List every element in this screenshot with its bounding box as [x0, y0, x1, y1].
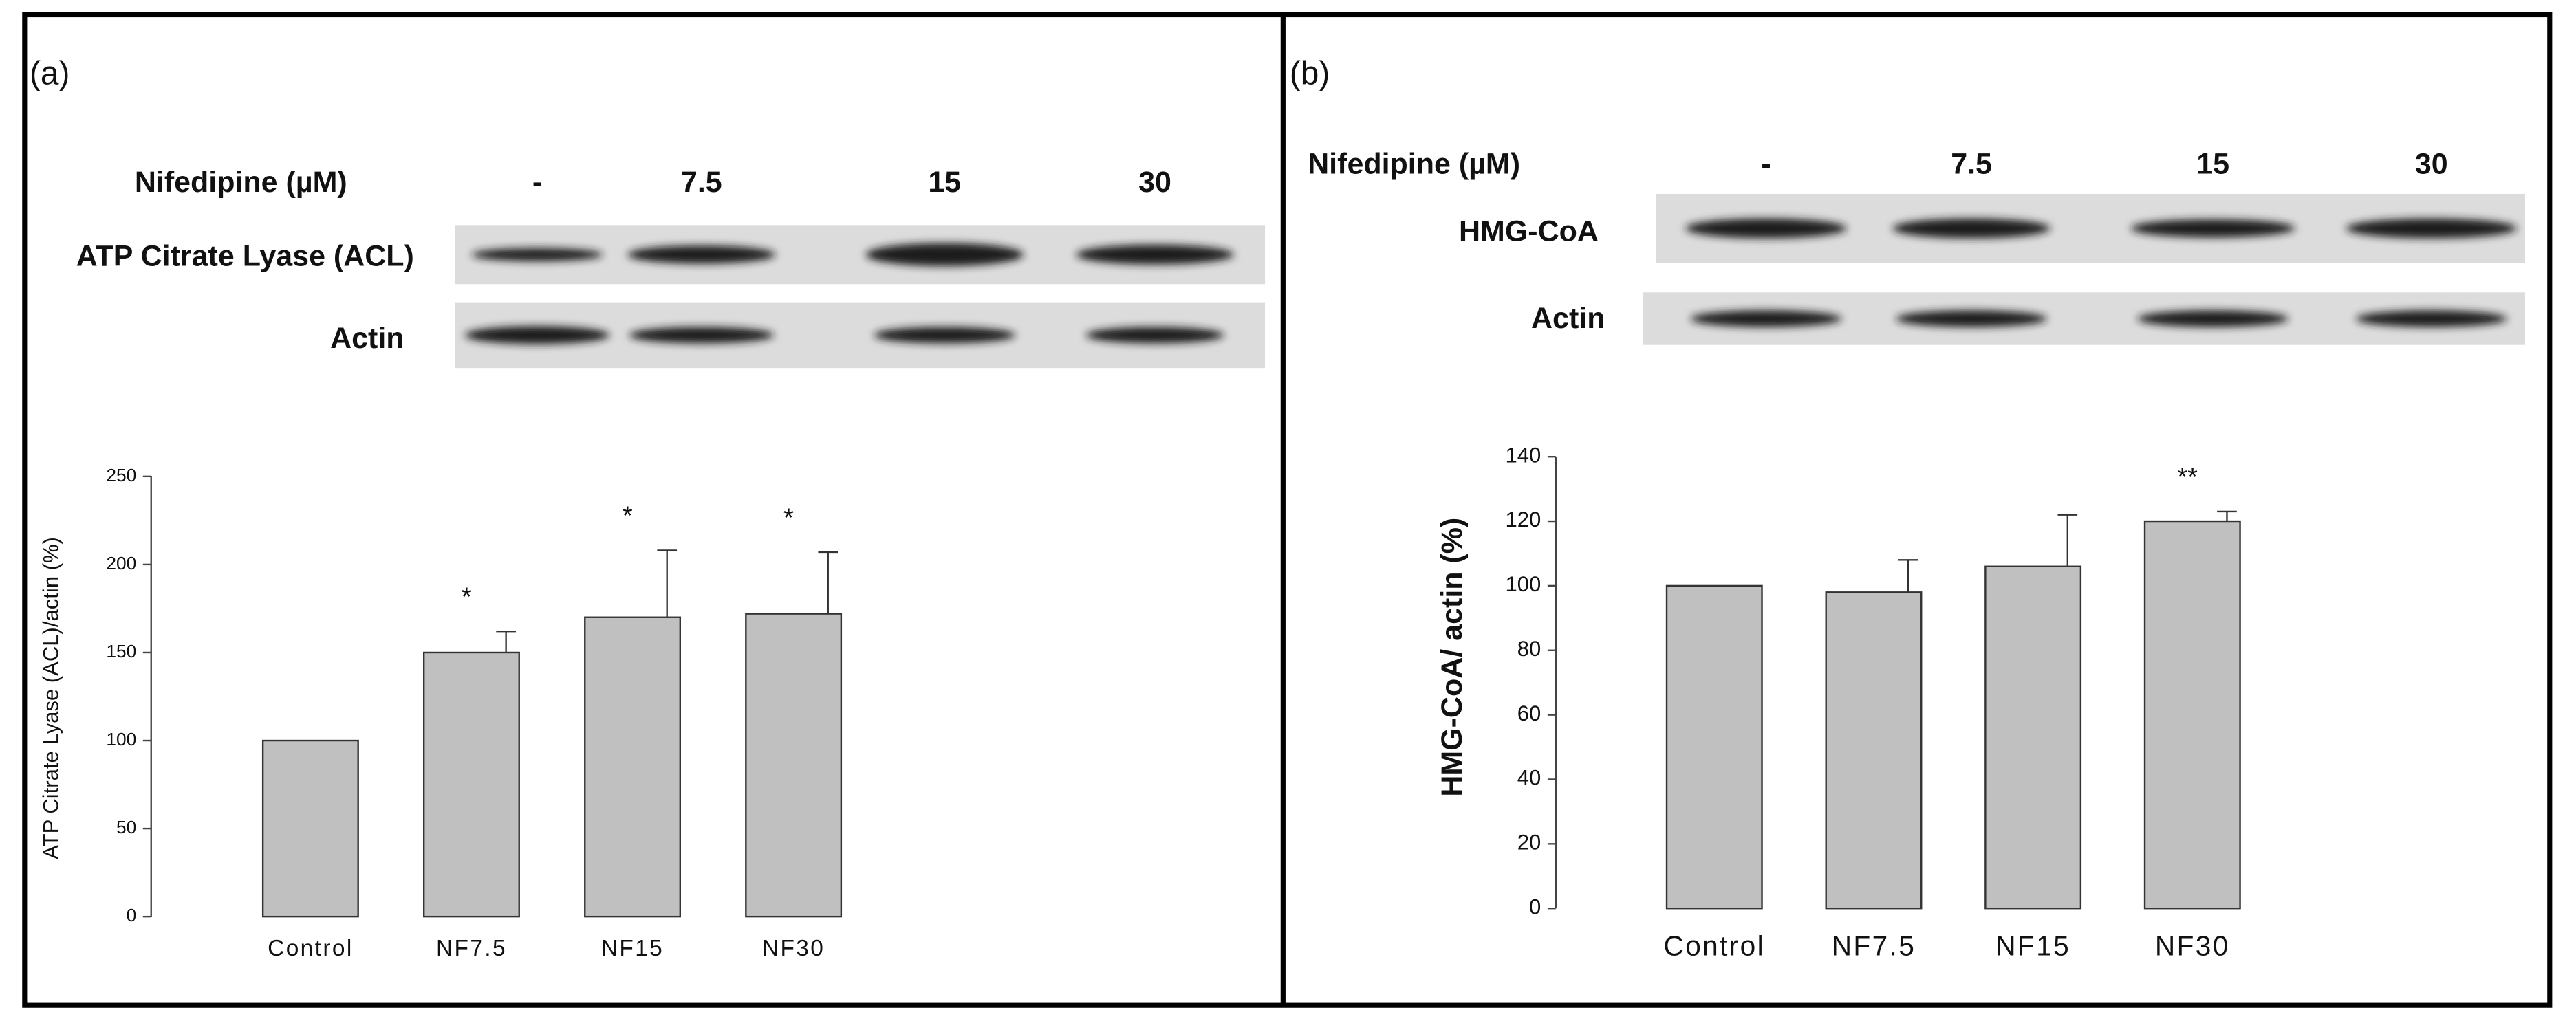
- y-tick-label: 100: [1506, 572, 1541, 596]
- y-tick-label: 0: [127, 905, 137, 925]
- x-tick-label: NF7.5: [1832, 930, 1916, 961]
- blot-band: [1896, 310, 2047, 327]
- blot-band: [2137, 310, 2289, 327]
- y-tick-label: 60: [1517, 701, 1541, 725]
- y-tick-label: 40: [1517, 766, 1541, 790]
- x-tick-label: NF30: [2155, 930, 2230, 961]
- bar: [584, 616, 681, 918]
- significance: **: [2177, 462, 2198, 492]
- x-tick-label: Control: [268, 936, 353, 961]
- blot-band: [1685, 218, 1847, 239]
- panel-label: (a): [30, 56, 69, 92]
- y-tick-label: 50: [116, 817, 136, 837]
- dose-label: 7.5: [1951, 148, 1992, 181]
- y-tick-label: 140: [1506, 443, 1541, 467]
- bar: [2143, 520, 2241, 910]
- x-tick-label: NF7.5: [436, 936, 507, 961]
- bar: [423, 651, 520, 918]
- y-tick-label: 0: [1529, 895, 1541, 919]
- y-tick-label: 150: [106, 641, 136, 661]
- blot-band: [629, 327, 774, 344]
- blot-band: [1076, 244, 1234, 265]
- treatment-label: Nifedipine (µM): [1308, 148, 1520, 181]
- y-tick-label: 20: [1517, 831, 1541, 855]
- dose-label: 7.5: [681, 166, 722, 199]
- y-axis-label: HMG-CoA/ actin (%): [1436, 518, 1469, 797]
- bar: [1984, 565, 2082, 910]
- y-tick-label: 250: [106, 465, 136, 485]
- blot-band: [471, 248, 603, 261]
- y-axis-label: ATP Citrate Lyase (ACL)/actin (%): [39, 537, 63, 859]
- blot-label: Actin: [1531, 302, 1605, 335]
- blot-band: [2130, 219, 2295, 238]
- blot-band: [627, 245, 776, 264]
- blot-band: [464, 326, 610, 344]
- significance: *: [623, 501, 633, 531]
- blot-band: [1085, 327, 1224, 344]
- significance: *: [462, 582, 472, 612]
- bar: [745, 613, 843, 918]
- y-tick-label: 100: [106, 729, 136, 749]
- blot-band: [865, 243, 1024, 267]
- blot-band: [2355, 310, 2507, 327]
- dose-label: 30: [1138, 166, 1171, 199]
- dose-label: 30: [2415, 148, 2448, 181]
- x-tick-label: NF15: [1995, 930, 2070, 961]
- blot-label: Actin: [330, 322, 404, 355]
- dose-label: 15: [2196, 148, 2229, 181]
- blot-band: [1892, 218, 2050, 239]
- dose-label: -: [532, 166, 542, 199]
- bar: [261, 739, 359, 918]
- panel-label: (b): [1290, 56, 1330, 92]
- bar: [1825, 591, 1923, 910]
- blot-label: HMG-CoA: [1459, 215, 1599, 248]
- y-tick-label: 200: [106, 553, 136, 573]
- significance: *: [783, 503, 794, 532]
- dose-label: 15: [928, 166, 961, 199]
- bar: [1665, 584, 1763, 910]
- treatment-label: Nifedipine (µM): [135, 166, 347, 199]
- blot-band: [1690, 310, 1842, 327]
- y-tick-label: 80: [1517, 637, 1541, 661]
- x-tick-label: Control: [1664, 930, 1766, 961]
- blot-label: ATP Citrate Lyase (ACL): [76, 239, 414, 272]
- y-tick-label: 120: [1506, 507, 1541, 532]
- figure-border: [22, 12, 2553, 1008]
- blot-band: [2346, 218, 2518, 239]
- dose-label: -: [1761, 148, 1771, 181]
- x-tick-label: NF30: [762, 936, 825, 961]
- x-tick-label: NF15: [601, 936, 664, 961]
- blot-band: [874, 327, 1016, 344]
